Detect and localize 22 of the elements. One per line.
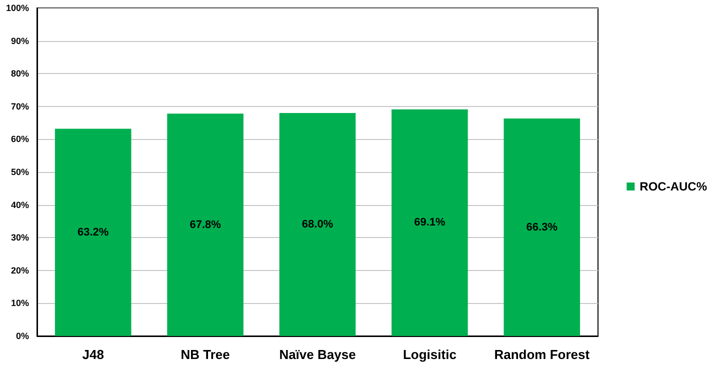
data-label: 63.2% xyxy=(78,226,109,238)
legend-label: ROC-AUC% xyxy=(640,180,708,194)
y-tick-label: 0% xyxy=(16,331,29,341)
y-tick-label: 60% xyxy=(10,134,29,144)
data-label: 69.1% xyxy=(414,216,446,229)
x-tick-label: NB Tree xyxy=(180,347,230,362)
y-tick-label: 10% xyxy=(10,298,29,308)
y-tick-label: 50% xyxy=(10,167,29,177)
y-tick-label: 70% xyxy=(10,101,29,112)
y-tick-label: 80% xyxy=(10,68,29,79)
y-tick-label: 20% xyxy=(10,265,29,276)
y-tick-label: 100% xyxy=(6,3,29,13)
x-tick-label: Random Forest xyxy=(494,347,590,362)
data-label: 66.3% xyxy=(526,221,558,234)
y-tick-label: 40% xyxy=(10,200,29,210)
x-tick-label: J48 xyxy=(82,347,104,362)
data-label: 67.8% xyxy=(190,218,222,231)
x-tick-label: Logisitic xyxy=(402,347,456,362)
y-tick-label: 90% xyxy=(10,36,29,46)
data-label: 68.0% xyxy=(302,218,334,230)
y-tick-label: 30% xyxy=(10,232,29,243)
x-tick-label: Naïve Bayse xyxy=(279,347,356,362)
